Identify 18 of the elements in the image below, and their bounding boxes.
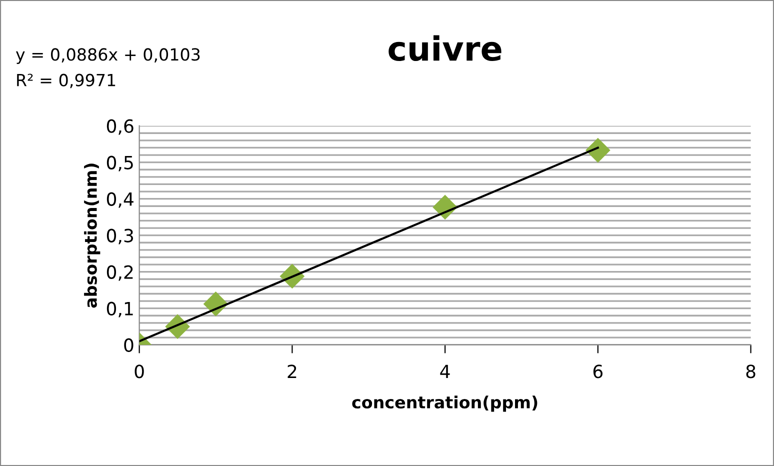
x-tick-label: 8	[746, 364, 756, 378]
x-tick-label: 2	[288, 364, 296, 378]
y-tick-label: 0,4	[106, 192, 134, 208]
y-tick-label: 0,2	[106, 265, 133, 281]
y-tick-label: 0,1	[106, 302, 133, 318]
x-tick-label: 0	[134, 364, 144, 378]
chart-title: cuivre	[388, 35, 502, 62]
y-tick-label: 0,6	[106, 119, 134, 135]
y-tick-label: 0,3	[106, 228, 134, 244]
point	[585, 138, 610, 163]
x-tick-label: 4	[440, 364, 450, 378]
text: R² = 0,9971	[17, 74, 116, 88]
x-tick-label: 6	[593, 364, 603, 378]
text: y = 0,0886x + 0,0103	[16, 48, 200, 64]
x-axis-title: concentration(ppm)	[352, 396, 538, 412]
y-axis-title: absorption(nm)	[84, 164, 100, 308]
y-tick-label: 0	[124, 338, 134, 352]
y-tick-label: 0,5	[106, 156, 133, 172]
